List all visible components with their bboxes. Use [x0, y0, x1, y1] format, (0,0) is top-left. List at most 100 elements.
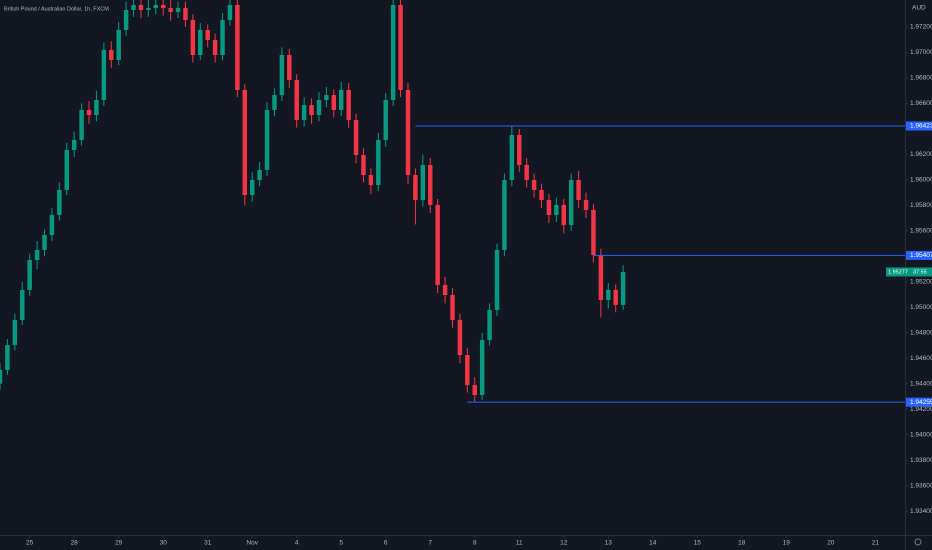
candle-body — [138, 4, 144, 10]
candle-body — [235, 4, 240, 90]
x-tick-label: 12 — [560, 540, 568, 547]
y-tick-label: 1.93800 — [910, 457, 932, 464]
y-tick-label: 1.96200 — [910, 151, 932, 158]
candle-body — [316, 99, 322, 116]
candle-body — [86, 109, 92, 116]
candle-body — [324, 95, 329, 100]
y-tick-label: 1.93600 — [910, 482, 932, 489]
candle-body — [294, 79, 299, 120]
candle-body — [220, 19, 225, 56]
candle-body — [94, 99, 99, 116]
x-tick-label: 15 — [694, 540, 702, 547]
candle-body — [123, 9, 129, 30]
x-tick-label: 6 — [384, 540, 388, 547]
candle-body — [606, 289, 611, 300]
candle-body — [583, 199, 589, 210]
candle-body — [561, 204, 566, 225]
candle-body — [287, 55, 292, 80]
candle-body — [309, 104, 314, 116]
candle-body — [539, 189, 544, 200]
candle-body — [613, 289, 618, 305]
x-tick-label: 20 — [827, 540, 835, 547]
candle-body — [279, 55, 285, 96]
currency: AUD — [912, 5, 926, 12]
candle-body — [20, 289, 25, 320]
candle-body — [160, 4, 166, 9]
candle-body — [101, 49, 107, 100]
candle-body — [353, 119, 359, 156]
candle-body — [457, 319, 463, 356]
candle-body — [524, 164, 529, 180]
candle-body — [576, 179, 581, 200]
y-tick-label: 1.97000 — [910, 49, 932, 56]
x-tick-label: 31 — [204, 540, 212, 547]
y-tick-label: 1.95200 — [910, 278, 932, 285]
candle-body — [465, 355, 470, 385]
x-tick-label: Nov — [246, 540, 258, 547]
candle-body — [383, 99, 388, 140]
candle-body — [79, 109, 84, 140]
candle-body — [49, 215, 55, 236]
level-label: 1.95407 — [910, 252, 932, 259]
candle-body — [517, 135, 522, 165]
candle-body — [568, 179, 574, 225]
candle-body — [168, 8, 173, 12]
candle-body — [398, 4, 403, 90]
candle-body — [57, 189, 62, 216]
candle-body — [249, 179, 255, 196]
x-tick-label: 13 — [605, 540, 613, 547]
x-tick-label: 25 — [26, 540, 34, 547]
candle-body — [5, 344, 10, 370]
candle-body — [376, 139, 381, 185]
candle-body — [190, 19, 196, 56]
candle-body — [479, 339, 485, 396]
candle-body — [591, 209, 596, 256]
candle-body — [420, 164, 426, 200]
chart-title: British Pound / Australian Dollar, 1h, F… — [4, 6, 109, 12]
y-tick-label: 1.96800 — [910, 75, 932, 82]
candle-body — [390, 4, 396, 100]
candle-body — [331, 95, 337, 110]
level-tag — [906, 397, 932, 407]
candle-body — [153, 4, 159, 9]
x-tick-label: 29 — [115, 540, 123, 547]
candle-body — [227, 4, 233, 20]
y-tick-label: 1.94600 — [910, 355, 932, 362]
level-tag — [906, 250, 932, 260]
x-tick-label: 18 — [738, 540, 746, 547]
candle-body — [361, 155, 366, 176]
gear[interactable] — [914, 538, 922, 546]
candle-body — [272, 95, 277, 110]
candle-body — [64, 149, 69, 190]
x-tick-label: 11 — [516, 540, 523, 547]
x-tick-label: 8 — [473, 540, 477, 547]
candle-body — [109, 49, 114, 60]
y-tick-label: 1.94400 — [910, 380, 932, 387]
candle-body — [494, 249, 500, 310]
y-tick-label: 1.94000 — [910, 431, 932, 438]
candle-body — [620, 271, 626, 305]
settings-icon[interactable] — [914, 538, 922, 546]
x-tick-label: 28 — [71, 540, 79, 547]
candle-body — [198, 29, 203, 56]
x-tick-label: 4 — [295, 540, 299, 547]
candle-body — [71, 139, 77, 150]
level-label: 1.94255 — [910, 399, 932, 406]
last-price-tag — [886, 267, 932, 277]
x-tick-label: 19 — [783, 540, 791, 547]
candle-body — [442, 284, 448, 296]
candle-body — [212, 39, 218, 56]
candle-body — [413, 175, 418, 200]
candle-body — [509, 135, 515, 180]
candle-body — [146, 8, 151, 10]
y-tick-label: 1.97200 — [910, 24, 932, 31]
candle-body — [301, 104, 307, 120]
candle-body — [12, 319, 18, 345]
level-tag — [906, 121, 932, 131]
plot-area — [0, 0, 905, 403]
candle-body — [487, 309, 492, 340]
candle-body — [116, 29, 121, 60]
countdown: 37:55 — [913, 269, 927, 275]
